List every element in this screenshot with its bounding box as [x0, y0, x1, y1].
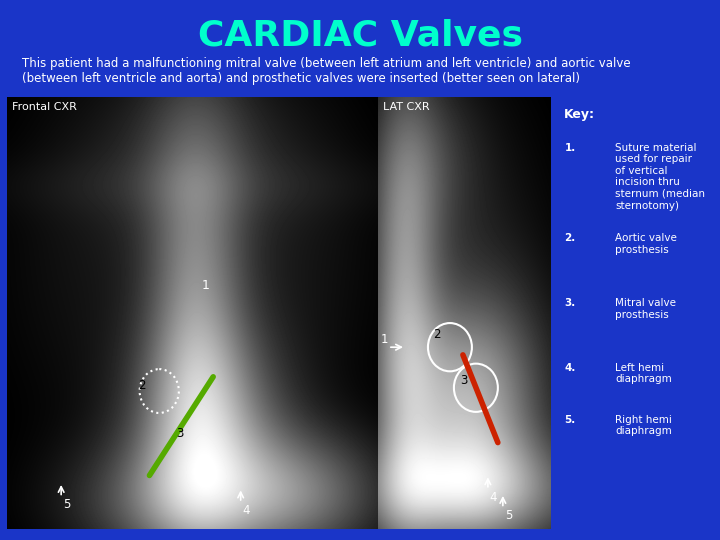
Text: 3: 3 [460, 374, 467, 388]
Text: 3: 3 [176, 427, 184, 440]
Text: 5: 5 [63, 498, 71, 511]
Text: 2: 2 [138, 379, 145, 392]
Text: Right hemi
diaphragm: Right hemi diaphragm [615, 415, 672, 436]
Text: Key:: Key: [564, 108, 595, 121]
Text: 1: 1 [202, 279, 210, 292]
Text: CARDIAC Valves: CARDIAC Valves [197, 19, 523, 53]
Text: Frontal CXR: Frontal CXR [12, 103, 77, 112]
Text: 1: 1 [381, 333, 389, 346]
Text: 2: 2 [433, 328, 441, 341]
Text: 1.: 1. [564, 143, 575, 153]
Text: 4: 4 [243, 504, 250, 517]
Text: Aortic valve
prosthesis: Aortic valve prosthesis [615, 233, 677, 255]
Text: This patient had a malfunctioning mitral valve (between left atrium and left ven: This patient had a malfunctioning mitral… [22, 57, 630, 85]
Text: Left hemi
diaphragm: Left hemi diaphragm [615, 363, 672, 384]
Text: Suture material
used for repair
of vertical
incision thru
sternum (median
sterno: Suture material used for repair of verti… [615, 143, 705, 211]
Text: LAT CXR: LAT CXR [383, 103, 430, 112]
Text: 3.: 3. [564, 298, 575, 308]
Text: 4.: 4. [564, 363, 576, 373]
Text: 5: 5 [505, 509, 512, 522]
Text: 4: 4 [490, 491, 498, 504]
Text: 2.: 2. [564, 233, 575, 244]
Text: 5.: 5. [564, 415, 575, 425]
Text: Mitral valve
prosthesis: Mitral valve prosthesis [615, 298, 676, 320]
